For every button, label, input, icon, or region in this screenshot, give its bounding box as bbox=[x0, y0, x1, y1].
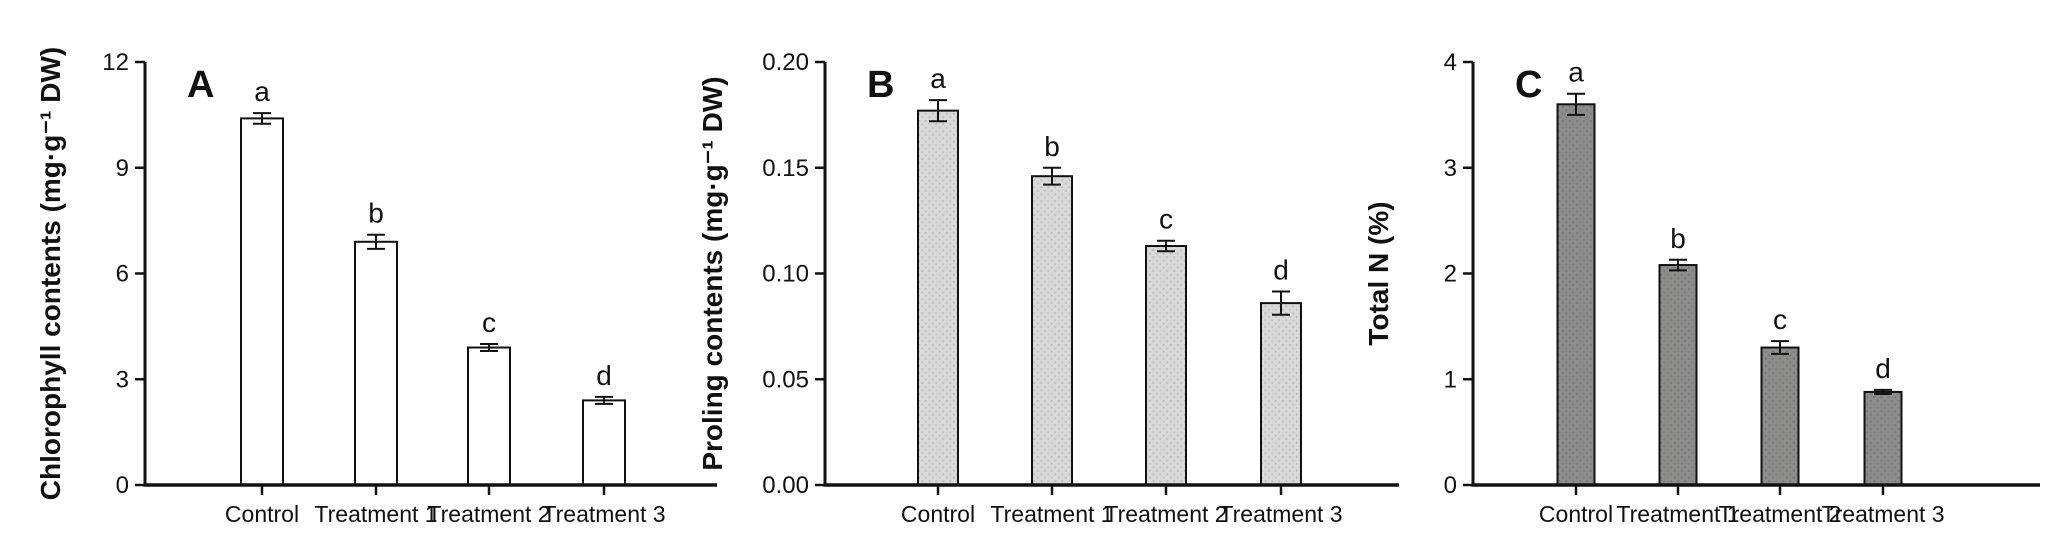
x-category-label: Treatment 3 bbox=[1821, 501, 1944, 527]
y-tick-label: 4 bbox=[1444, 49, 1457, 76]
significance-letter: b bbox=[368, 198, 384, 229]
x-category-label: Control bbox=[225, 501, 299, 527]
y-axis-title: Proling contents (mg·g⁻¹ DW) bbox=[697, 76, 728, 470]
significance-letter: c bbox=[482, 307, 496, 338]
panel-letter: A bbox=[187, 64, 214, 106]
y-axis-title: Total N (%) bbox=[1363, 201, 1394, 345]
bar-control bbox=[1556, 103, 1596, 487]
significance-letter: b bbox=[1670, 223, 1686, 254]
y-tick-label: 0 bbox=[1444, 472, 1457, 499]
y-tick-label: 9 bbox=[116, 155, 129, 182]
error-bar bbox=[1043, 166, 1061, 186]
error-bar bbox=[1272, 290, 1290, 316]
error-bar bbox=[367, 233, 385, 250]
x-category-label: Treatment 1 bbox=[990, 501, 1113, 527]
significance-letter: d bbox=[1875, 353, 1891, 384]
panel-letter: B bbox=[867, 64, 894, 106]
y-tick-label: 12 bbox=[102, 49, 129, 76]
bar-treatment-3 bbox=[1260, 302, 1302, 486]
significance-letter: a bbox=[254, 76, 270, 107]
x-category-label: Treatment 1 bbox=[1616, 501, 1739, 527]
bar-treatment-1 bbox=[354, 240, 398, 486]
bar-treatment-2 bbox=[467, 346, 511, 486]
y-tick-label: 0.10 bbox=[762, 261, 809, 288]
y-tick-label: 6 bbox=[116, 261, 129, 288]
bar-treatment-1 bbox=[1658, 264, 1698, 487]
bar-control bbox=[917, 109, 959, 487]
error-bar bbox=[1874, 388, 1892, 396]
significance-letter: a bbox=[1568, 57, 1584, 88]
y-tick-label: 3 bbox=[1444, 155, 1457, 182]
x-category-label: Treatment 3 bbox=[1219, 501, 1342, 527]
bar-treatment-1 bbox=[1031, 175, 1073, 487]
x-category-label: Treatment 2 bbox=[1718, 501, 1841, 527]
y-tick-label: 0 bbox=[116, 472, 129, 499]
panel-b: a b c d 0.00 0.05 0.10 0.15 0.20 Control Treatment… bbox=[697, 49, 1399, 527]
x-category-label: Treatment 2 bbox=[1104, 501, 1227, 527]
bar-treatment-3 bbox=[582, 399, 626, 486]
significance-letter: c bbox=[1159, 204, 1173, 235]
error-bar bbox=[929, 99, 947, 123]
significance-letter: d bbox=[596, 360, 612, 391]
error-bar bbox=[1157, 239, 1175, 253]
panel-letter: C bbox=[1515, 64, 1542, 106]
significance-letter: b bbox=[1044, 131, 1060, 162]
x-category-label: Control bbox=[901, 501, 975, 527]
error-bar bbox=[480, 343, 498, 353]
y-tick-label: 3 bbox=[116, 366, 129, 393]
significance-letter: d bbox=[1273, 254, 1289, 285]
error-bar bbox=[1669, 258, 1687, 272]
x-category-label: Treatment 1 bbox=[314, 501, 437, 527]
y-tick-label: 1 bbox=[1444, 366, 1457, 393]
x-category-label: Treatment 3 bbox=[542, 501, 665, 527]
y-axis-title: Chlorophyll contents (mg·g⁻¹ DW) bbox=[35, 47, 66, 500]
significance-letter: a bbox=[930, 63, 946, 94]
y-tick-label: 0.00 bbox=[762, 472, 809, 499]
bar-treatment-3 bbox=[1863, 390, 1903, 486]
y-tick-label: 2 bbox=[1444, 261, 1457, 288]
bar-treatment-2 bbox=[1145, 245, 1187, 486]
y-tick-label: 0.15 bbox=[762, 155, 809, 182]
y-tick-label: 0.05 bbox=[762, 366, 809, 393]
x-category-label: Treatment 2 bbox=[427, 501, 550, 527]
error-bar bbox=[253, 112, 271, 125]
error-bar bbox=[1567, 92, 1585, 116]
significance-letter: c bbox=[1773, 304, 1787, 335]
bar-treatment-2 bbox=[1760, 346, 1800, 486]
bar-control bbox=[240, 117, 284, 487]
y-tick-label: 0.20 bbox=[762, 49, 809, 76]
error-bar bbox=[595, 395, 613, 405]
error-bar bbox=[1771, 340, 1789, 355]
x-category-label: Control bbox=[1539, 501, 1613, 527]
